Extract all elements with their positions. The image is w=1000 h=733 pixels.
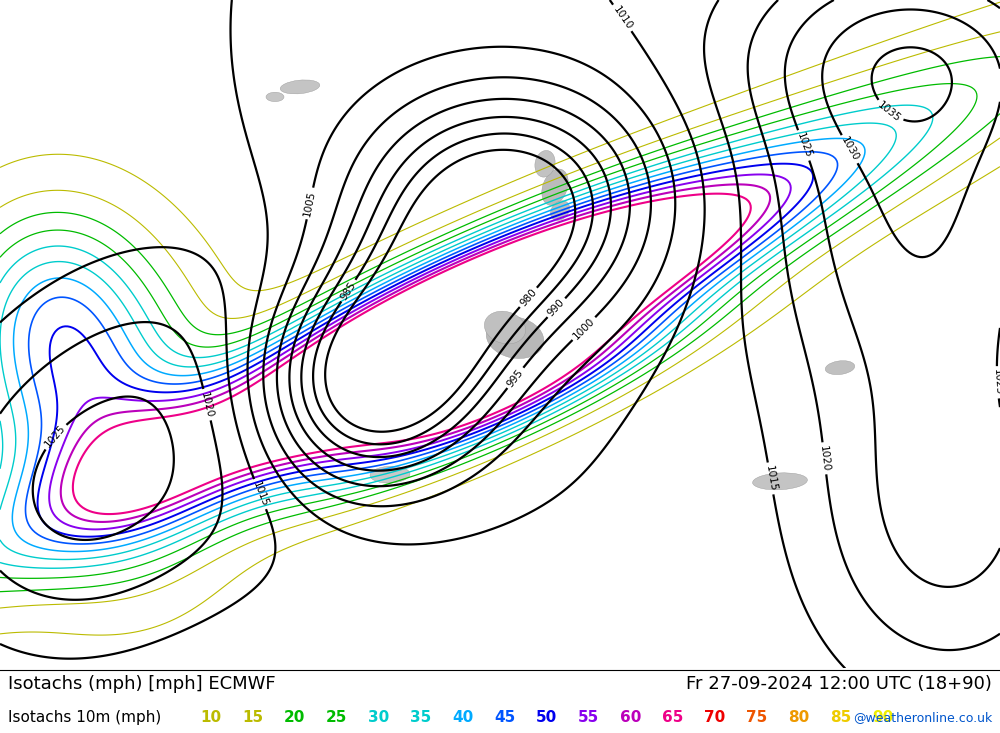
Text: 1020: 1020 [199,391,215,419]
Text: 40: 40 [452,710,473,725]
Text: 1030: 1030 [839,136,860,163]
Ellipse shape [550,201,570,221]
Text: 55: 55 [578,710,599,725]
Ellipse shape [542,169,568,205]
Text: 1015: 1015 [251,480,270,508]
Text: 90: 90 [872,710,893,725]
Text: 45: 45 [494,710,515,725]
Text: 1035: 1035 [876,100,903,124]
Text: 35: 35 [410,710,431,725]
Text: 60: 60 [620,710,641,725]
Text: 85: 85 [830,710,851,725]
Ellipse shape [753,473,807,490]
Text: 985: 985 [339,279,358,302]
Ellipse shape [825,361,855,375]
Text: 20: 20 [284,710,305,725]
Text: Isotachs 10m (mph): Isotachs 10m (mph) [8,710,161,725]
Text: 15: 15 [242,710,263,725]
Text: 1025: 1025 [795,131,813,160]
Text: 1005: 1005 [302,190,317,217]
Ellipse shape [484,312,526,344]
Ellipse shape [266,92,284,102]
Text: 25: 25 [326,710,347,725]
Text: 1025: 1025 [992,369,1000,396]
Text: 50: 50 [536,710,557,725]
Text: 980: 980 [518,287,539,308]
Text: 1025: 1025 [43,423,67,450]
Text: 65: 65 [662,710,683,725]
Text: 1010: 1010 [611,4,634,32]
Text: 75: 75 [746,710,767,725]
Text: 80: 80 [788,710,809,725]
Ellipse shape [370,466,410,483]
Text: 1020: 1020 [818,445,831,472]
Text: Fr 27-09-2024 12:00 UTC (18+90): Fr 27-09-2024 12:00 UTC (18+90) [686,675,992,693]
Text: 990: 990 [546,297,567,318]
Ellipse shape [280,80,320,94]
Ellipse shape [486,317,544,358]
Text: 1000: 1000 [571,316,597,342]
Text: 70: 70 [704,710,725,725]
Text: 30: 30 [368,710,389,725]
Text: @weatheronline.co.uk: @weatheronline.co.uk [853,711,992,724]
Text: 10: 10 [200,710,221,725]
Text: 1015: 1015 [763,465,778,493]
Text: 995: 995 [505,367,525,388]
Text: Isotachs (mph) [mph] ECMWF: Isotachs (mph) [mph] ECMWF [8,675,276,693]
Ellipse shape [535,150,555,177]
